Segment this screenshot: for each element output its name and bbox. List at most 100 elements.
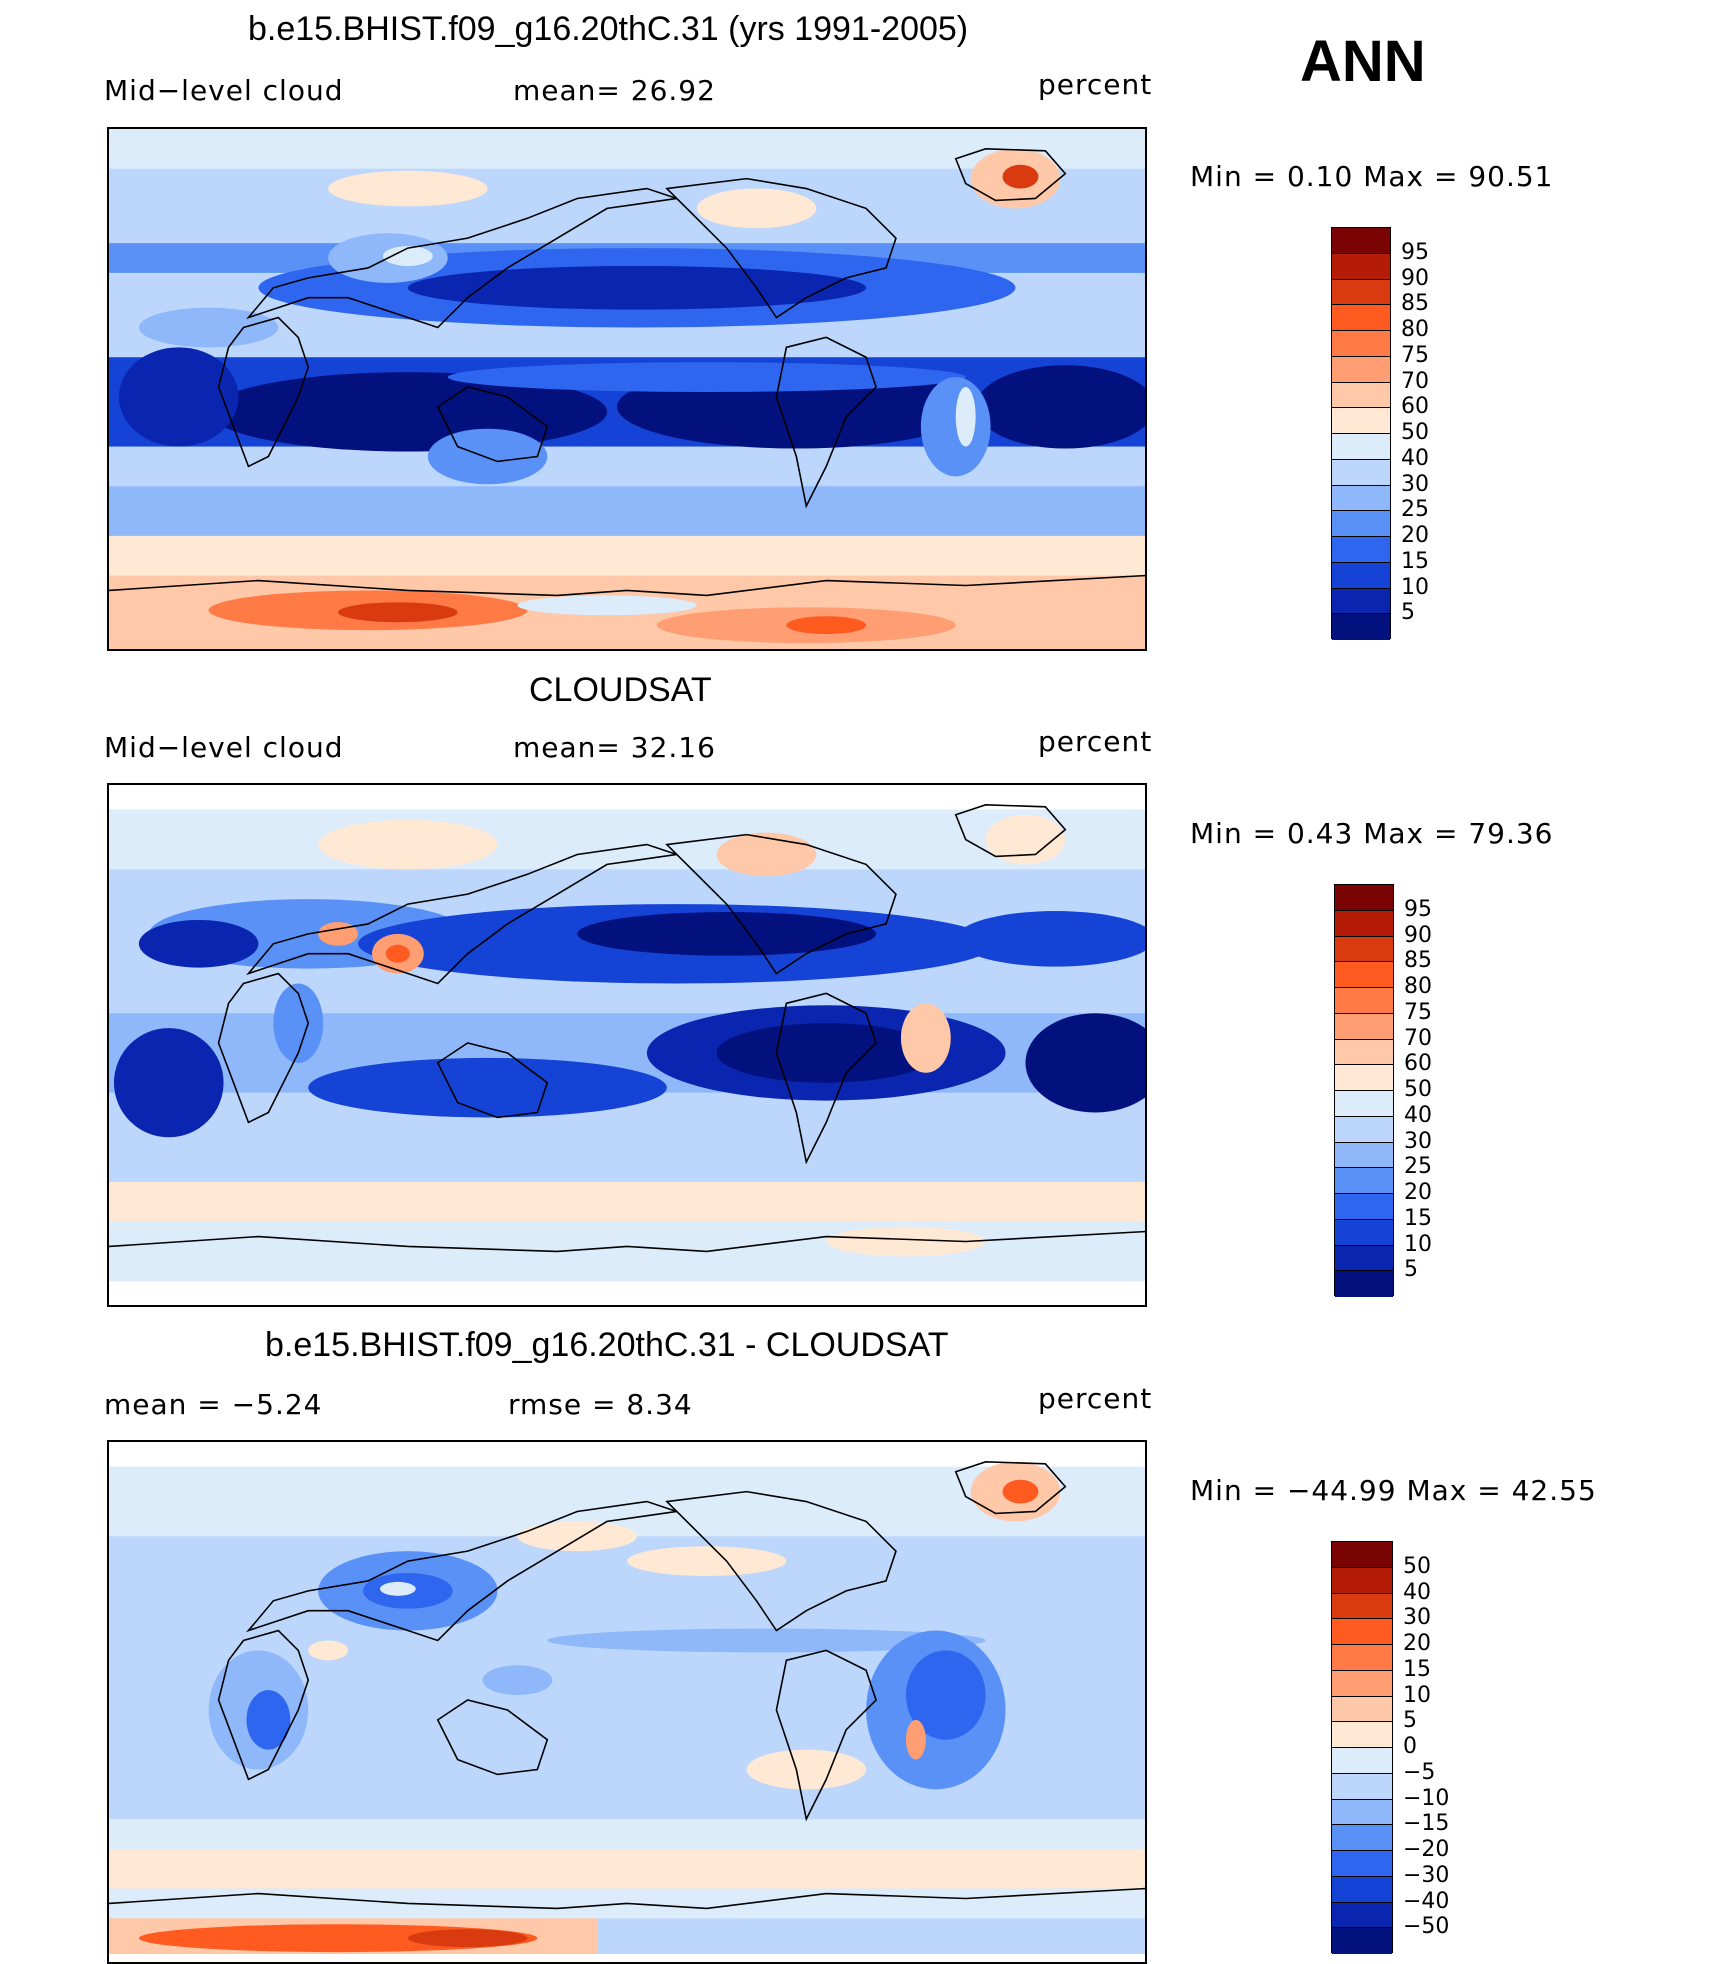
panel-1-map xyxy=(107,127,1147,651)
colorbar-box xyxy=(1335,1091,1393,1117)
colorbar-box xyxy=(1332,1567,1392,1594)
colorbar-tick-label: 40 xyxy=(1404,1102,1432,1128)
colorbar-box xyxy=(1335,1219,1393,1246)
colorbar-tick-label: 30 xyxy=(1401,471,1429,497)
colorbar-box xyxy=(1332,1902,1392,1929)
season-label: ANN xyxy=(1300,29,1426,94)
colorbar-box xyxy=(1332,279,1390,306)
colorbar-tick-label: 20 xyxy=(1404,1180,1432,1205)
colorbar-tick-label: 30 xyxy=(1403,1605,1431,1631)
colorbar-tick-label: 90 xyxy=(1401,265,1429,291)
colorbar-tick-label: 50 xyxy=(1401,420,1429,445)
colorbar-tick-label: 95 xyxy=(1404,896,1432,922)
colorbar-tick-label: −50 xyxy=(1403,1914,1450,1940)
colorbar-tick-label: 20 xyxy=(1403,1631,1431,1656)
colorbar-box xyxy=(1332,1851,1392,1877)
colorbar-tick-label: 90 xyxy=(1404,922,1432,948)
panel-2-title: CLOUDSAT xyxy=(529,671,712,709)
colorbar-tick-label: 80 xyxy=(1401,317,1429,342)
colorbar-box xyxy=(1332,588,1390,615)
colorbar-box xyxy=(1332,305,1390,331)
colorbar-tick-label: 20 xyxy=(1401,523,1429,548)
colorbar-box xyxy=(1335,1168,1393,1194)
colorbar-tick-label: −40 xyxy=(1403,1888,1450,1914)
colorbar-tick-label: 15 xyxy=(1401,548,1429,574)
colorbar-tick-label: −20 xyxy=(1403,1837,1450,1862)
panel-1-colorbar xyxy=(1331,227,1391,640)
colorbar-tick-label: 50 xyxy=(1404,1077,1432,1102)
colorbar-box xyxy=(1332,1928,1392,1954)
colorbar-box xyxy=(1332,1670,1392,1697)
colorbar-box xyxy=(1332,408,1390,434)
panel-2-units: percent xyxy=(1038,725,1153,758)
colorbar-box xyxy=(1335,936,1393,963)
colorbar-box xyxy=(1332,356,1390,383)
colorbar-box xyxy=(1332,1696,1392,1723)
colorbar-box xyxy=(1332,228,1390,254)
colorbar-tick-label: 70 xyxy=(1404,1025,1432,1051)
colorbar-box xyxy=(1332,1876,1392,1903)
colorbar-box xyxy=(1332,1645,1392,1671)
panel-3-map xyxy=(107,1440,1147,1964)
colorbar-box xyxy=(1332,1748,1392,1774)
colorbar-box xyxy=(1332,382,1390,409)
colorbar-box xyxy=(1335,1039,1393,1066)
colorbar-box xyxy=(1332,253,1390,280)
panel-1-minmax: Min = 0.10 Max = 90.51 xyxy=(1190,160,1554,193)
colorbar-box xyxy=(1335,1065,1393,1091)
colorbar-box xyxy=(1332,562,1390,589)
colorbar-box xyxy=(1332,1799,1392,1826)
panel-2-map xyxy=(107,783,1147,1307)
colorbar-box xyxy=(1332,511,1390,537)
panel-1-title: b.e15.BHIST.f09_g16.20thC.31 (yrs 1991-2… xyxy=(248,10,969,48)
colorbar-tick-label: 75 xyxy=(1401,342,1429,368)
colorbar-tick-label: 25 xyxy=(1401,497,1429,523)
panel-2-variable-label: Mid−level cloud xyxy=(104,731,344,764)
colorbar-tick-label: 5 xyxy=(1403,1708,1417,1734)
colorbar-box xyxy=(1332,485,1390,512)
colorbar-tick-label: 30 xyxy=(1404,1128,1432,1154)
panel-2-minmax: Min = 0.43 Max = 79.36 xyxy=(1190,817,1554,850)
colorbar-tick-label: 40 xyxy=(1401,445,1429,471)
colorbar-tick-label: −5 xyxy=(1403,1759,1436,1785)
colorbar-box xyxy=(1335,1271,1393,1297)
colorbar-box xyxy=(1335,1142,1393,1169)
panel-3-title: b.e15.BHIST.f09_g16.20thC.31 - CLOUDSAT xyxy=(265,1326,949,1364)
colorbar-tick-label: 10 xyxy=(1404,1231,1432,1257)
colorbar-box xyxy=(1332,1773,1392,1800)
panel-3-units: percent xyxy=(1038,1382,1153,1415)
colorbar-box xyxy=(1332,1722,1392,1748)
colorbar-box xyxy=(1335,962,1393,988)
colorbar-box xyxy=(1332,459,1390,486)
colorbar-tick-label: 85 xyxy=(1404,948,1432,974)
panel-3-mean: mean = −5.24 xyxy=(104,1388,323,1421)
colorbar-box xyxy=(1332,1542,1392,1568)
panel-2-colorbar xyxy=(1334,884,1394,1297)
panel-1-mean: mean= 26.92 xyxy=(513,74,716,107)
panel-3-colorbar xyxy=(1331,1541,1393,1954)
colorbar-box xyxy=(1335,1245,1393,1272)
colorbar-tick-label: 25 xyxy=(1404,1154,1432,1180)
colorbar-tick-label: 50 xyxy=(1403,1553,1431,1579)
panel-2-mean: mean= 32.16 xyxy=(513,731,716,764)
colorbar-box xyxy=(1332,331,1390,357)
panel-3-minmax: Min = −44.99 Max = 42.55 xyxy=(1190,1474,1597,1507)
colorbar-tick-label: 10 xyxy=(1403,1682,1431,1708)
colorbar-tick-label: 85 xyxy=(1401,291,1429,317)
colorbar-tick-label: 5 xyxy=(1401,600,1415,626)
colorbar-tick-label: 15 xyxy=(1404,1205,1432,1231)
colorbar-box xyxy=(1335,885,1393,911)
colorbar-tick-label: 15 xyxy=(1403,1656,1431,1682)
colorbar-tick-label: 60 xyxy=(1401,394,1429,420)
colorbar-box xyxy=(1332,434,1390,460)
panel-1-units: percent xyxy=(1038,68,1153,101)
colorbar-tick-label: 95 xyxy=(1401,239,1429,265)
colorbar-tick-label: −30 xyxy=(1403,1862,1450,1888)
colorbar-box xyxy=(1335,1116,1393,1143)
colorbar-box xyxy=(1332,1593,1392,1620)
colorbar-tick-label: 40 xyxy=(1403,1579,1431,1605)
panel-3-rmse: rmse = 8.34 xyxy=(508,1388,693,1421)
colorbar-tick-label: 5 xyxy=(1404,1257,1418,1283)
colorbar-box xyxy=(1335,910,1393,937)
colorbar-box xyxy=(1332,614,1390,640)
